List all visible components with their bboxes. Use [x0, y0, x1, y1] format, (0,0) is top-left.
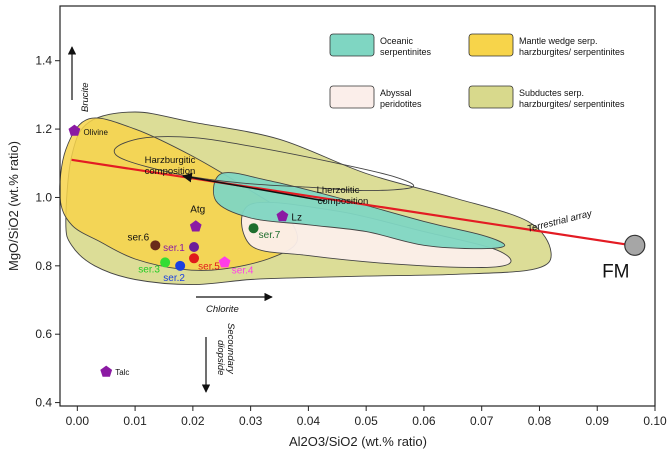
lherzolitic-label-1: Lherzolitic	[317, 185, 360, 196]
point-label-ser-7: ser.7	[259, 230, 281, 241]
point-lz	[276, 210, 289, 222]
point-label-atg: Atg	[190, 205, 205, 216]
x-tick-label: 0.10	[643, 414, 667, 428]
x-tick-label: 0.00	[66, 414, 90, 428]
point-label-ser-5: ser.5	[198, 261, 220, 272]
x-tick-label: 0.09	[586, 414, 610, 428]
harzburgitic-label-2: composition	[145, 166, 196, 177]
legend-label-subducted-1: Subductes serp.	[519, 88, 584, 98]
y-tick-label: 1.0	[35, 190, 52, 204]
point-label-ser-6: ser.6	[127, 232, 149, 243]
chlorite-label: Chlorite	[206, 304, 239, 315]
x-tick-label: 0.01	[123, 414, 147, 428]
legend-label-mantle-wedge-2: harzburgites/ serpentinites	[519, 47, 625, 57]
point-ser-4	[218, 256, 231, 268]
point-label-ser-1: ser.1	[163, 243, 185, 254]
point-olivine	[68, 124, 81, 136]
trend-layer	[71, 158, 633, 247]
plot-frame	[59, 5, 656, 407]
legend-swatch-mantle-wedge	[468, 33, 514, 57]
composition-arrow	[182, 172, 326, 202]
x-tick-label: 0.07	[470, 414, 494, 428]
legend: Oceanic serpentinites Mantle wedge serp.…	[329, 33, 625, 109]
point-label-ser-2: ser.2	[163, 273, 185, 284]
point-ser-6	[150, 240, 161, 251]
point-label-ser-4: ser.4	[232, 265, 254, 276]
x-tick-label: 0.04	[297, 414, 321, 428]
legend-swatch-oceanic	[329, 33, 375, 57]
point-label-talc: Talc	[115, 368, 129, 377]
diopside-label-2: diopside	[215, 340, 226, 375]
x-axis: 0.00 0.01 0.02 0.03 0.04 0.05 0.06 0.07 0.08 0.09…	[66, 406, 667, 428]
point-atg	[189, 220, 202, 232]
legend-label-oceanic-2: serpentinites	[380, 47, 432, 57]
point-ser-7	[248, 223, 259, 234]
legend-swatch-subducted	[468, 85, 514, 109]
y-axis: 0.4 0.6 0.8 1.0 1.2 1.4	[35, 54, 60, 410]
y-tick-label: 1.2	[35, 122, 52, 136]
point-ser-1	[189, 242, 200, 253]
legend-label-oceanic-1: Oceanic	[380, 36, 414, 46]
legend-label-mantle-wedge-1: Mantle wedge serp.	[519, 36, 598, 46]
harzburgitic-label-1: Harzburgitic	[145, 155, 196, 166]
y-tick-label: 0.6	[35, 327, 52, 341]
legend-label-abyssal-2: peridotites	[380, 99, 422, 109]
x-tick-label: 0.06	[412, 414, 436, 428]
y-tick-label: 0.8	[35, 259, 52, 273]
x-tick-label: 0.05	[354, 414, 378, 428]
legend-label-subducted-2: harzburgites/ serpentinites	[519, 99, 625, 109]
point-ser-3	[160, 257, 171, 268]
terrestrial-array-label: Terrestrial array	[526, 208, 594, 235]
point-ser-2	[175, 260, 186, 271]
x-tick-label: 0.03	[239, 414, 263, 428]
field-harzburgitic-outline	[113, 136, 414, 192]
y-tick-label: 0.4	[35, 396, 52, 410]
point-label-ser-3: ser.3	[138, 264, 160, 275]
y-axis-title: MgO/SiO2 (wt.% ratio)	[6, 141, 21, 271]
legend-swatch-abyssal	[329, 85, 375, 109]
brucite-label: Brucite	[80, 82, 91, 112]
y-tick-label: 1.4	[35, 54, 52, 68]
legend-label-abyssal-1: Abyssal	[380, 88, 412, 98]
point-ser-5	[189, 253, 200, 264]
x-tick-label: 0.02	[181, 414, 205, 428]
point-label-olivine: Olivine	[83, 128, 108, 137]
point-label-lz: Lz	[291, 212, 302, 223]
lherzolitic-label-2: composition	[318, 196, 369, 207]
point-fm	[624, 234, 646, 256]
x-axis-title: Al2O3/SiO2 (wt.% ratio)	[289, 434, 427, 449]
x-tick-label: 0.08	[528, 414, 552, 428]
fields-layer	[59, 111, 552, 286]
point-talc	[100, 365, 113, 377]
diopside-label-1: Secoundary	[225, 323, 236, 375]
terrestrial-array-line	[71, 158, 633, 247]
point-label-fm: FM	[602, 261, 629, 282]
